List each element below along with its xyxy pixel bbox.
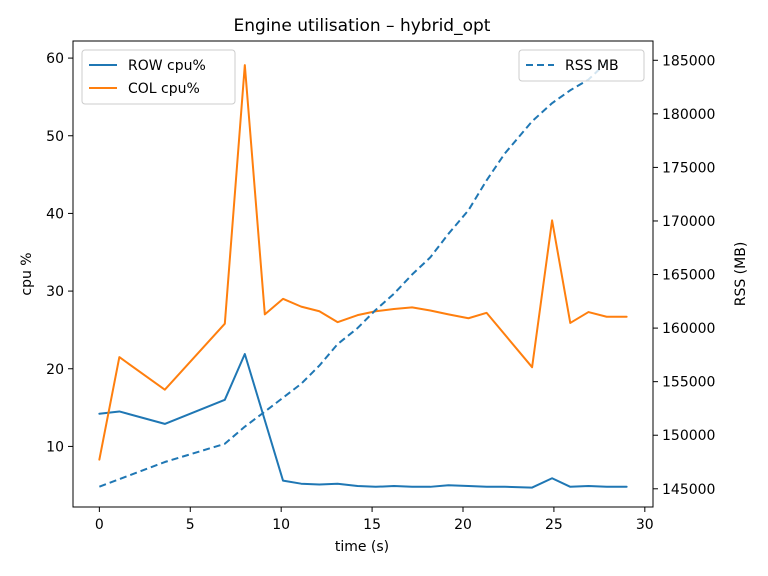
y2-tick-label: 185000 bbox=[662, 53, 715, 69]
x-tick-label: 25 bbox=[545, 517, 563, 533]
legend-box bbox=[81, 49, 236, 105]
y-tick-label: 30 bbox=[46, 284, 64, 300]
x-tick-label: 15 bbox=[363, 517, 381, 533]
legend-left: ROW cpu% COL cpu% bbox=[81, 49, 236, 105]
y2-axis-label: RSS (MB) bbox=[733, 242, 749, 307]
legend-label: RSS MB bbox=[565, 58, 619, 74]
series-line-row-cpu bbox=[98, 353, 628, 489]
y2-tick-label: 155000 bbox=[662, 375, 715, 391]
y-tick-label: 60 bbox=[46, 51, 64, 67]
y-tick-label: 40 bbox=[46, 206, 64, 222]
y2-tick-label: 160000 bbox=[662, 321, 715, 337]
legend-box bbox=[518, 49, 645, 82]
x-tick-label: 20 bbox=[454, 517, 472, 533]
chart-title: Engine utilisation – hybrid_opt bbox=[234, 16, 491, 36]
x-tick-label: 5 bbox=[186, 517, 195, 533]
legend-label: COL cpu% bbox=[128, 81, 200, 97]
y2-tick-label: 180000 bbox=[662, 107, 715, 123]
x-tick-label: 10 bbox=[272, 517, 290, 533]
series-line-col-cpu bbox=[98, 64, 628, 461]
y2-tick-label: 150000 bbox=[662, 428, 715, 444]
y2-tick-label: 175000 bbox=[662, 160, 715, 176]
x-axis-label: time (s) bbox=[335, 539, 389, 555]
x-tick-label: 0 bbox=[95, 517, 104, 533]
y2-tick-label: 170000 bbox=[662, 214, 715, 230]
series-line-rss-mb bbox=[99, 61, 608, 488]
y-tick-label: 20 bbox=[46, 362, 64, 378]
y2-tick-label: 145000 bbox=[662, 482, 715, 498]
plot-frame bbox=[72, 40, 654, 508]
legend-label: ROW cpu% bbox=[128, 58, 206, 74]
legend-right: RSS MB bbox=[518, 49, 645, 82]
y-tick-label: 50 bbox=[46, 129, 64, 145]
y-tick-label: 10 bbox=[46, 439, 64, 455]
x-tick-label: 30 bbox=[636, 517, 654, 533]
y2-tick-label: 165000 bbox=[662, 268, 715, 284]
y-axis-label: cpu % bbox=[19, 252, 35, 295]
